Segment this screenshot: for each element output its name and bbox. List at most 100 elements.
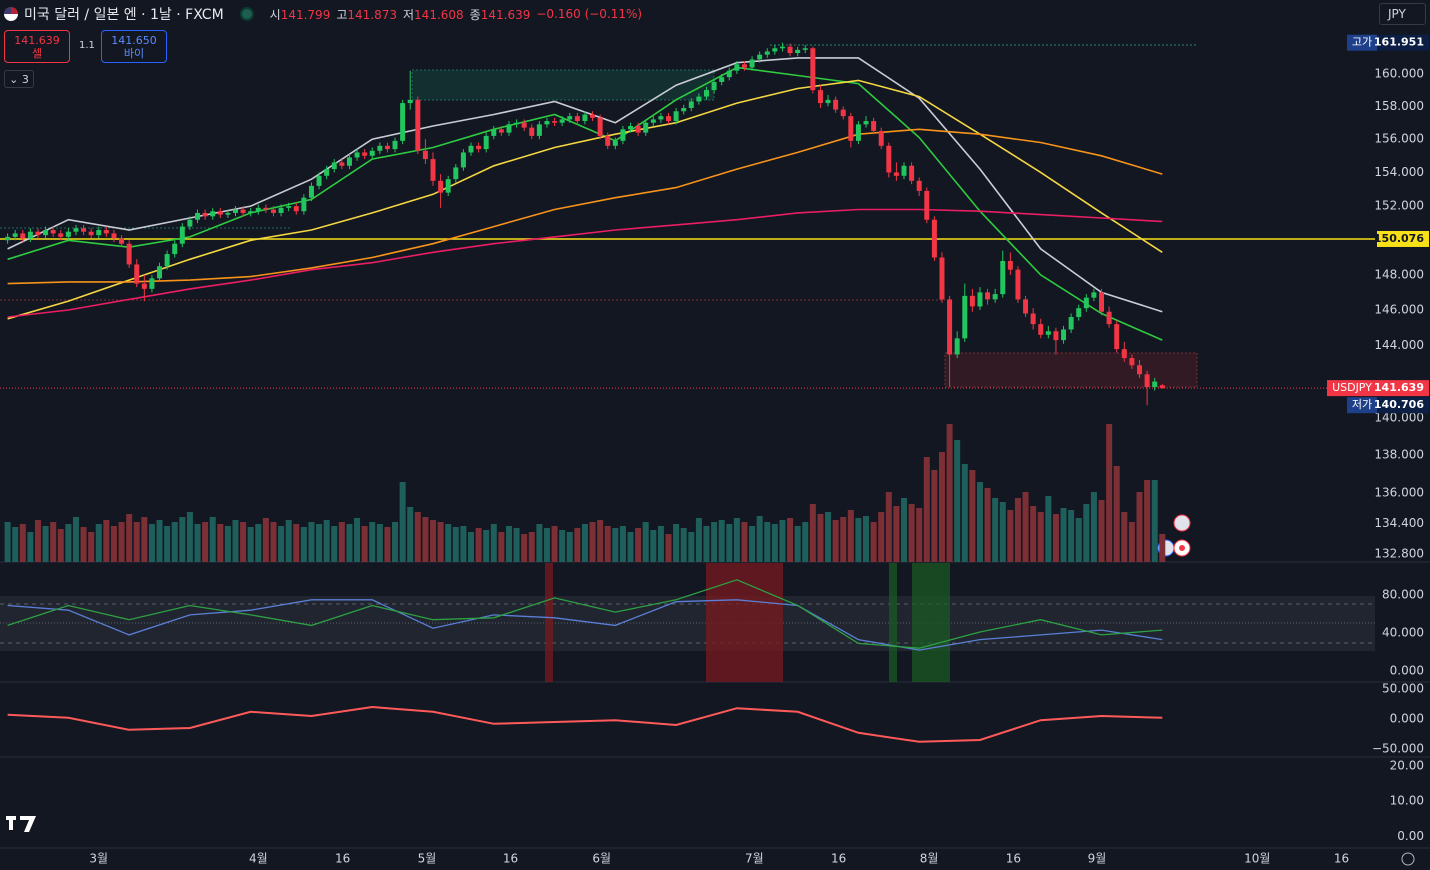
volume-bar (1159, 534, 1166, 562)
y-tick-label: 10.00 (1390, 794, 1424, 808)
volume-bar (247, 527, 254, 562)
ohlc-label: 고 (336, 7, 348, 22)
candle-body (308, 185, 314, 198)
volume-bar (57, 529, 64, 562)
volume-bar (217, 524, 224, 562)
indicator-line (7, 208, 1163, 318)
candle-body (248, 211, 254, 213)
volume-bar (1075, 518, 1082, 562)
ohlc-value: 141.639 (480, 7, 531, 22)
volume-bar (95, 524, 102, 562)
candle-body (1023, 299, 1029, 314)
volume-bar (832, 520, 839, 562)
candle-body (749, 59, 755, 68)
volume-bar (50, 522, 57, 562)
candle-body (734, 64, 740, 71)
candle-body (947, 299, 953, 355)
volume-bar (490, 524, 497, 562)
volume-bar (938, 452, 945, 562)
candle-body (1114, 324, 1120, 350)
candle-body (293, 206, 299, 212)
volume-bar (224, 526, 231, 562)
volume-bar (695, 518, 702, 562)
volume-bar (779, 520, 786, 562)
indicator-toggle[interactable]: ⌄ 3 (4, 70, 34, 88)
candle-body (316, 175, 322, 186)
volume-bar (878, 512, 885, 562)
volume-bar (331, 526, 338, 562)
volume-bar (1151, 480, 1158, 562)
volume-bar (110, 526, 117, 562)
candle-body (1137, 365, 1143, 375)
candle-body (210, 211, 216, 217)
volume-bar (885, 492, 892, 562)
symbol-title[interactable]: 미국 달러 / 일본 엔 · 1날 · FXCM (24, 7, 224, 23)
indicator-line (7, 705, 1163, 743)
volume-bar (384, 527, 391, 562)
ohlc-value: 141.873 (347, 7, 397, 22)
volume-bar (635, 528, 642, 562)
volume-bar (42, 526, 49, 562)
volume-bar (308, 522, 315, 562)
volume-bar (680, 528, 687, 562)
currency-select[interactable]: JPY (1379, 3, 1426, 25)
ohlc: 시141.799 (270, 6, 331, 23)
volume-bar (27, 532, 34, 562)
candle-body (491, 129, 497, 136)
buy-button[interactable]: 141.650 바이 (101, 30, 167, 63)
volume-bar (179, 517, 186, 562)
y-tick-label: 148.000 (1374, 267, 1424, 281)
candle-body (362, 152, 368, 156)
candle-body (514, 122, 520, 125)
volume-bar (976, 482, 983, 562)
volume-bar (908, 504, 915, 562)
candle-body (939, 257, 945, 300)
candle-body (635, 126, 641, 133)
volume-bar (483, 530, 490, 562)
candle-body (346, 157, 352, 166)
volume-bar (787, 518, 794, 562)
candle-body (559, 119, 565, 123)
volume-bar (399, 482, 406, 562)
market-status (239, 7, 254, 21)
volume-bar (262, 518, 269, 562)
candle-body (529, 127, 535, 136)
indicator-line (7, 579, 1163, 649)
candle-body (650, 119, 656, 123)
volume-bar (171, 522, 178, 562)
volume-bar (1007, 510, 1014, 562)
volume-bar (12, 527, 19, 562)
volume-bar (1045, 496, 1052, 562)
candle-body (445, 179, 451, 193)
sell-button[interactable]: 141.639 셀 (4, 30, 70, 63)
candle-body (232, 209, 238, 213)
volume-bar (126, 514, 133, 562)
y-tick-label: 132.800 (1374, 547, 1424, 561)
volume-bar (566, 532, 573, 562)
candle-body (270, 209, 276, 213)
event-icons (1157, 514, 1415, 866)
volume-bar (673, 524, 680, 562)
y-tick-label: 152.000 (1374, 199, 1424, 213)
candle-body (286, 206, 292, 208)
x-tick-label: 4월 (249, 852, 268, 866)
candle-body (172, 243, 178, 255)
volume-bar (452, 527, 459, 562)
volume-bar (505, 526, 512, 562)
volume-bar (445, 524, 452, 562)
volume-bar (285, 520, 292, 562)
x-tick-label: 6월 (592, 852, 611, 866)
candle-body (673, 111, 679, 122)
candle-body (893, 172, 899, 176)
y-tick-label: 20.00 (1390, 758, 1424, 772)
candle-body (58, 233, 64, 237)
price-label-tag (1347, 34, 1377, 51)
volume-bar (627, 532, 634, 562)
y-tick-label: 138.000 (1374, 448, 1424, 462)
candle-body (666, 116, 672, 122)
volume-bar (293, 524, 300, 562)
candle-body (179, 226, 185, 244)
candle-body (111, 233, 117, 239)
candle-body (65, 231, 71, 237)
